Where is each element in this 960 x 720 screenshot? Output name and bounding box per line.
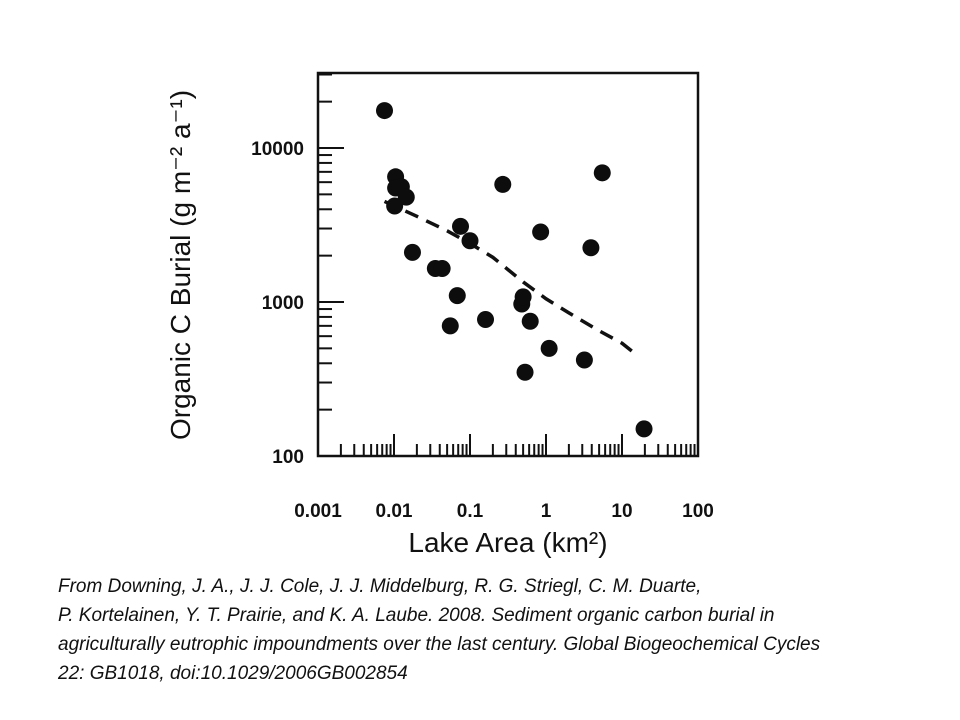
x-tick-label: 0.1 bbox=[457, 501, 484, 522]
trend-line bbox=[383, 199, 637, 356]
figure-caption: From Downing, J. A., J. J. Cole, J. J. M… bbox=[58, 572, 948, 688]
data-point bbox=[461, 232, 479, 250]
x-tick-label: 100 bbox=[682, 501, 714, 522]
x-axis-title: Lake Area (km²) bbox=[408, 527, 607, 558]
data-point bbox=[386, 197, 404, 215]
data-point bbox=[397, 188, 415, 206]
dashed-trend-line bbox=[383, 199, 637, 356]
y-tick-label: 100 bbox=[272, 447, 304, 468]
data-point bbox=[532, 223, 550, 241]
data-point bbox=[575, 351, 593, 369]
caption-line: From Downing, J. A., J. J. Cole, J. J. M… bbox=[58, 576, 702, 597]
plot-frame bbox=[316, 71, 700, 458]
y-axis-title: Organic C Burial (g m⁻² a⁻¹) bbox=[165, 90, 196, 440]
y-tick-label: 1000 bbox=[262, 293, 304, 314]
plot-axes bbox=[316, 71, 700, 458]
x-tick-label: 1 bbox=[541, 501, 552, 522]
data-point bbox=[494, 175, 512, 193]
data-point bbox=[514, 288, 532, 306]
data-point bbox=[635, 420, 653, 438]
data-point bbox=[441, 317, 459, 335]
caption-line: P. Kortelainen, Y. T. Prairie, and K. A.… bbox=[58, 605, 775, 626]
data-point bbox=[452, 217, 470, 235]
scatter-chart: 0.001 0.01 0.1 1 10 100 100 1000 10000 Lake Are… bbox=[165, 71, 714, 558]
data-point bbox=[433, 260, 451, 278]
data-point bbox=[477, 310, 495, 328]
data-point bbox=[521, 312, 539, 330]
data-point bbox=[516, 363, 534, 381]
data-point bbox=[448, 287, 466, 305]
caption-line: 22: GB1018, doi:10.1029/2006GB002854 bbox=[58, 663, 408, 684]
caption-line: agriculturally eutrophic impoundments ov… bbox=[58, 634, 821, 655]
data-point bbox=[376, 102, 394, 120]
data-point bbox=[582, 239, 600, 257]
x-tick-label: 0.01 bbox=[376, 501, 413, 522]
x-tick-label: 0.001 bbox=[294, 501, 342, 522]
x-tick-label: 10 bbox=[611, 501, 632, 522]
data-point bbox=[593, 164, 611, 182]
data-point bbox=[540, 339, 558, 357]
x-axis-ticks: 0.001 0.01 0.1 1 10 100 bbox=[294, 434, 714, 522]
data-points bbox=[376, 102, 653, 438]
y-axis-ticks: 100 1000 10000 bbox=[251, 73, 344, 468]
data-point bbox=[403, 243, 421, 261]
y-tick-label: 10000 bbox=[251, 139, 304, 160]
